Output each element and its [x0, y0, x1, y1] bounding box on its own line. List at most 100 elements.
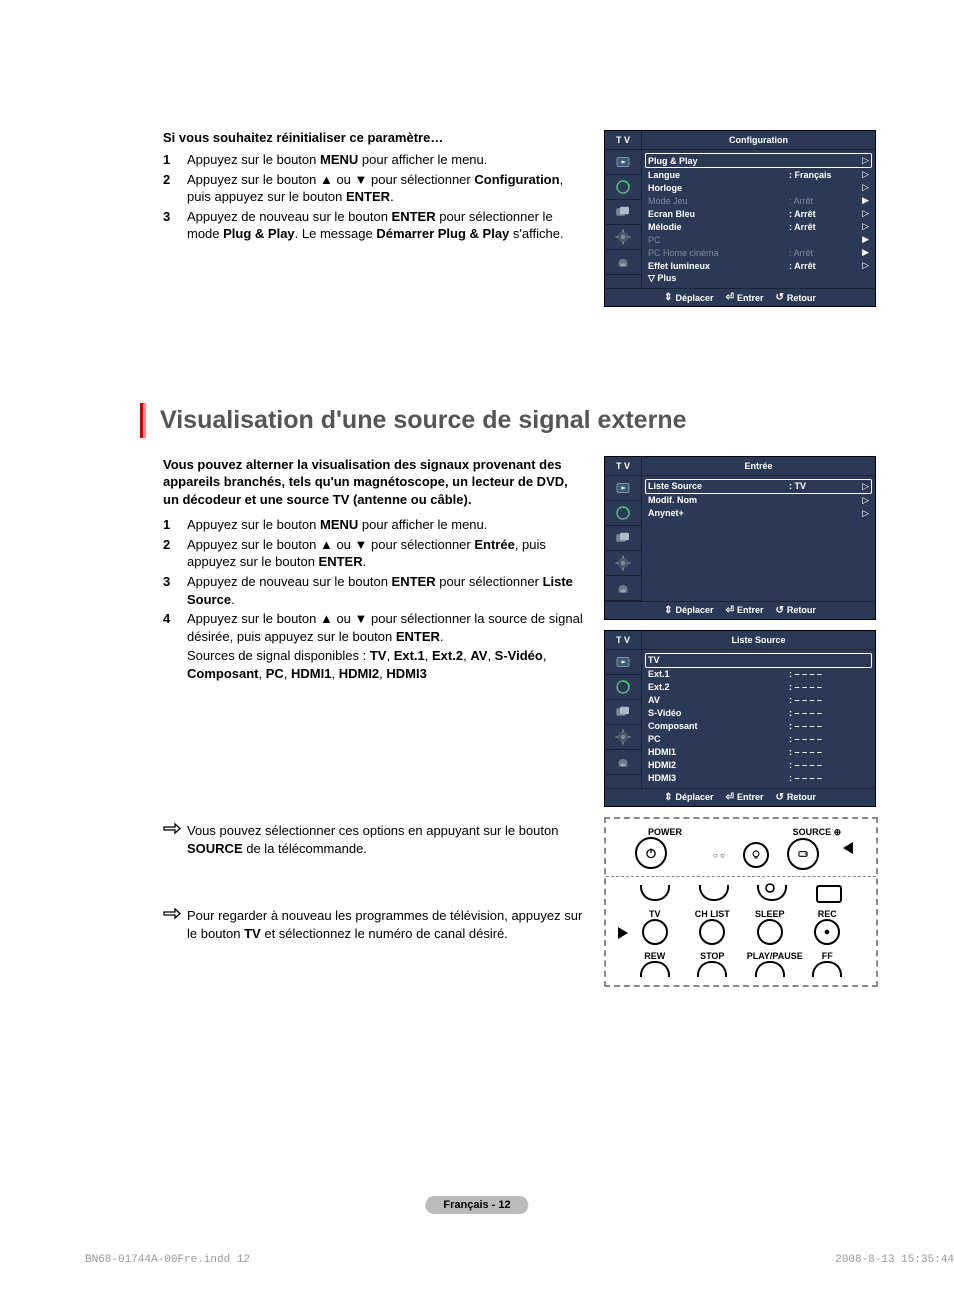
- chlist-button[interactable]: [699, 919, 725, 945]
- page-badge: Français - 12: [425, 1196, 528, 1214]
- osd-tv-label: T V: [605, 131, 642, 150]
- step-num: 1: [163, 516, 187, 534]
- sleep-button[interactable]: [757, 919, 783, 945]
- osd-menu-item[interactable]: Horloge▷: [648, 181, 869, 194]
- play-button[interactable]: [755, 961, 785, 977]
- footer-timestamp: 2008-8-13 15:35:44: [835, 1254, 954, 1266]
- osd-menu-item[interactable]: PC Home cinéma: Arrêt▶: [648, 246, 869, 259]
- return-icon: ↺: [775, 792, 783, 803]
- remote-partial-button[interactable]: [699, 885, 729, 901]
- osd-category-icon[interactable]: [605, 200, 641, 225]
- note-source: Vous pouvez sélectionner ces options en …: [163, 822, 584, 857]
- step-text: Appuyez sur le bouton MENU pour afficher…: [187, 516, 584, 534]
- ff-label: FF: [804, 951, 850, 961]
- note-tv: Pour regarder à nouveau les programmes d…: [163, 907, 584, 942]
- osd-category-icon[interactable]: [605, 476, 641, 501]
- osd-category-icon[interactable]: [605, 526, 641, 551]
- return-icon: ↺: [775, 292, 783, 303]
- osd-tv-label: T V: [605, 631, 642, 650]
- osd-menu-item[interactable]: Ext.2: – – – –: [648, 681, 869, 694]
- step-num: 4: [163, 610, 187, 645]
- intro-text: Vous pouvez alterner la visualisation de…: [163, 456, 584, 509]
- osd-config: T V Configuration Plug & Play▷Langue: Fr…: [604, 130, 876, 307]
- osd-menu-item[interactable]: Plug & Play▷: [645, 153, 872, 168]
- power-button[interactable]: [635, 837, 667, 869]
- osd-menu-item[interactable]: Ecran Bleu: Arrêt▷: [648, 207, 869, 220]
- rew-label: REW: [632, 951, 678, 961]
- enter-icon: ⏎: [726, 605, 734, 616]
- osd-category-icon[interactable]: [605, 225, 641, 250]
- osd-category-icon[interactable]: [605, 250, 641, 275]
- step-num: 3: [163, 573, 187, 608]
- osd-entry: T V Entrée Liste Source: TV▷Modif. Nom▷A…: [604, 456, 876, 620]
- osd-category-icon[interactable]: [605, 150, 641, 175]
- note-text: Vous pouvez sélectionner ces options en …: [187, 822, 584, 857]
- remote-diagram: POWER ○ ○ SOURCE ⊕: [604, 817, 878, 987]
- osd-menu-item[interactable]: Liste Source: TV▷: [645, 479, 872, 494]
- osd-menu-item[interactable]: HDMI3: – – – –: [648, 772, 869, 785]
- note-arrow-icon: [163, 907, 187, 942]
- osd-title: Configuration: [642, 131, 875, 150]
- osd-category-icon[interactable]: [605, 650, 641, 675]
- osd-category-icon[interactable]: [605, 675, 641, 700]
- ff-button[interactable]: [812, 961, 842, 977]
- step-num: 3: [163, 208, 187, 243]
- osd-menu-item[interactable]: HDMI1: – – – –: [648, 746, 869, 759]
- source-button[interactable]: [787, 838, 819, 870]
- tv-button[interactable]: [642, 919, 668, 945]
- power-label: POWER: [635, 827, 695, 837]
- osd-rows: TVExt.1: – – – –Ext.2: – – – –AV: – – – …: [642, 650, 875, 788]
- osd-menu-item[interactable]: Mélodie: Arrêt▷: [648, 220, 869, 233]
- osd-menu-item[interactable]: HDMI2: – – – –: [648, 759, 869, 772]
- move-icon: ⇕: [664, 605, 672, 616]
- osd-menu-item[interactable]: S-Vidéo: – – – –: [648, 707, 869, 720]
- osd-tv-label: T V: [605, 457, 642, 476]
- stop-button[interactable]: [697, 961, 727, 977]
- rew-button[interactable]: [640, 961, 670, 977]
- remote-partial-button[interactable]: [640, 885, 670, 901]
- osd-menu-item[interactable]: Ext.1: – – – –: [648, 668, 869, 681]
- osd-menu-item[interactable]: AV: – – – –: [648, 694, 869, 707]
- osd-category-icon[interactable]: [605, 750, 641, 775]
- osd-category-icon[interactable]: [605, 551, 641, 576]
- enter-icon: ⏎: [726, 792, 734, 803]
- rec-button[interactable]: [814, 919, 840, 945]
- footer-filename: BN68-01744A-00Fre.indd 12: [85, 1254, 250, 1266]
- osd-menu-item[interactable]: Composant: – – – –: [648, 720, 869, 733]
- note-text: Pour regarder à nouveau les programmes d…: [187, 907, 584, 942]
- remote-partial-button[interactable]: [816, 885, 842, 903]
- step-text: Appuyez sur le bouton ▲ ou ▼ pour sélect…: [187, 536, 584, 571]
- heading-accent: [140, 403, 146, 438]
- pointer-icon: [618, 927, 628, 939]
- osd-category-icon[interactable]: [605, 501, 641, 526]
- light-button[interactable]: [743, 842, 769, 868]
- step-num: 1: [163, 151, 187, 169]
- remote-partial-button[interactable]: [757, 885, 787, 901]
- osd-title: Entrée: [642, 457, 875, 476]
- play-label: PLAY/PAUSE: [747, 951, 793, 961]
- osd-menu-item[interactable]: Langue: Français▷: [648, 168, 869, 181]
- osd-icon-strip: [605, 650, 642, 788]
- enter-icon: ⏎: [726, 292, 734, 303]
- osd-category-icon[interactable]: [605, 700, 641, 725]
- osd-menu-item[interactable]: PC▶: [648, 233, 869, 246]
- osd-menu-item[interactable]: Effet lumineux: Arrêt▷: [648, 259, 869, 272]
- osd-category-icon[interactable]: [605, 576, 641, 601]
- osd-category-icon[interactable]: [605, 725, 641, 750]
- osd-menu-item[interactable]: TV: [645, 653, 872, 668]
- osd-icon-strip: [605, 476, 642, 601]
- stop-label: STOP: [689, 951, 735, 961]
- osd-menu-item[interactable]: Anynet+▷: [648, 507, 869, 520]
- reset-steps: 1Appuyez sur le bouton MENU pour affiche…: [163, 151, 584, 243]
- move-icon: ⇕: [664, 292, 672, 303]
- osd-category-icon[interactable]: [605, 175, 641, 200]
- return-icon: ↺: [775, 605, 783, 616]
- osd-menu-item[interactable]: ▽ Plus: [648, 272, 869, 285]
- tv-label: TV: [632, 909, 678, 919]
- osd-menu-item[interactable]: PC: – – – –: [648, 733, 869, 746]
- osd-menu-item[interactable]: Modif. Nom▷: [648, 494, 869, 507]
- section-heading: Visualisation d'une source de signal ext…: [160, 403, 687, 438]
- osd-menu-item[interactable]: Mode Jeu: Arrêt▶: [648, 194, 869, 207]
- osd-source-list: T V Liste Source TVExt.1: – – – –Ext.2: …: [604, 630, 876, 807]
- osd-rows: Liste Source: TV▷Modif. Nom▷Anynet+▷: [642, 476, 875, 601]
